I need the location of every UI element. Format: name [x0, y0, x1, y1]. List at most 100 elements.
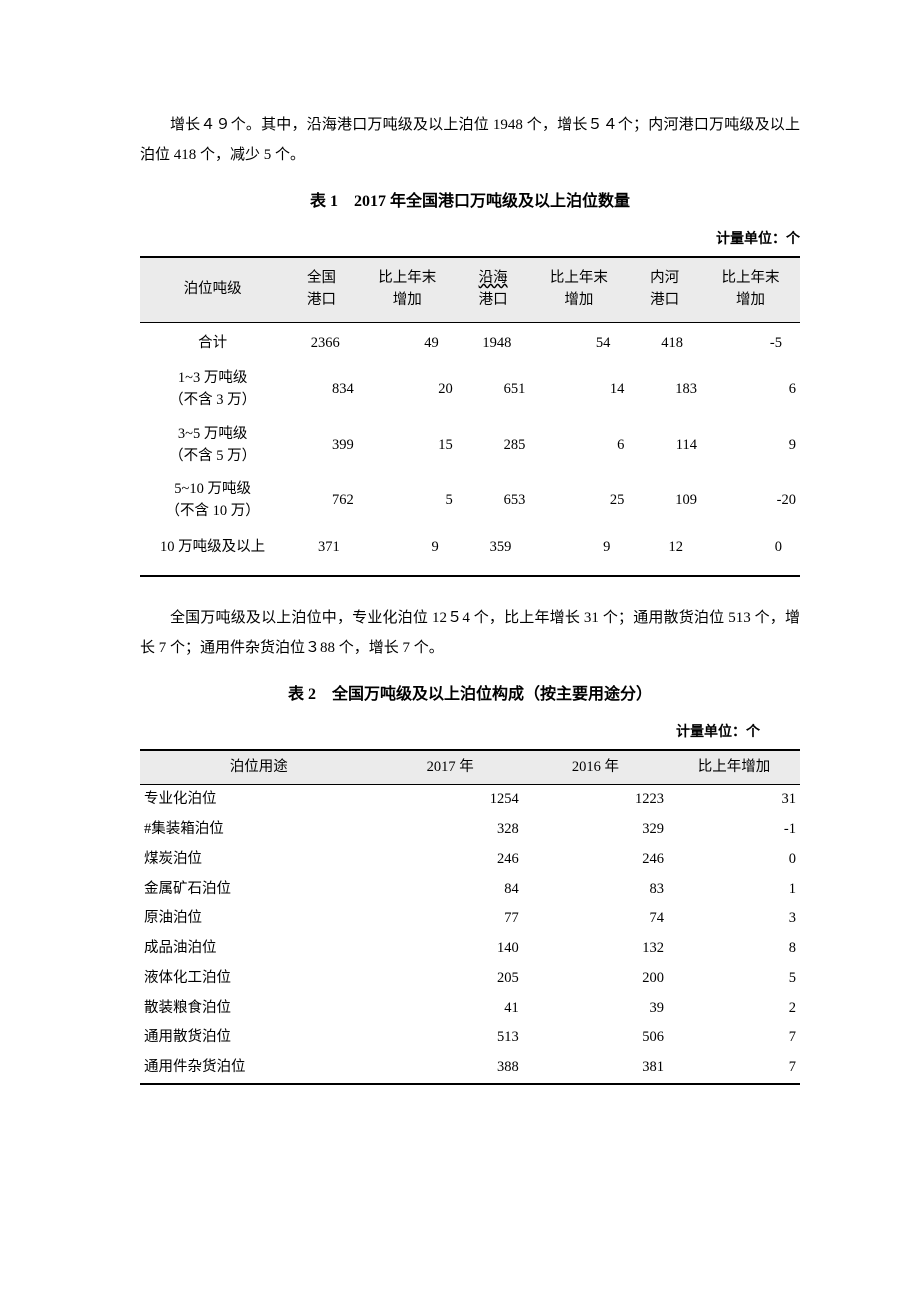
t2-cell: 74 — [523, 904, 668, 934]
intro-paragraph: 增长４９个。其中，沿海港口万吨级及以上泊位 1948 个，增长５４个；内河港口万… — [140, 110, 800, 170]
t1-cell: 49 — [358, 322, 457, 362]
t1-cell: 15 — [358, 418, 457, 474]
t1-cell: 20 — [358, 362, 457, 418]
table1-title: 表 1 2017 年全国港口万吨级及以上泊位数量 — [140, 186, 800, 218]
t2-h2: 2016 年 — [523, 750, 668, 785]
t1-cell: 0 — [701, 529, 800, 576]
t2-cell: -1 — [668, 815, 800, 845]
t1-cell: 359 — [457, 529, 530, 576]
t1-cell: 653 — [457, 473, 530, 529]
table2-unit: 计量单位：个 — [140, 719, 800, 747]
t1-h5: 内河港口 — [628, 257, 701, 322]
table-row: 合计236649194854418-5 — [140, 322, 800, 362]
t2-label: 专业化泊位 — [140, 785, 378, 815]
t1-cell: 183 — [628, 362, 701, 418]
t2-label: 液体化工泊位 — [140, 964, 378, 994]
t1-cell: 25 — [529, 473, 628, 529]
t2-cell: 1223 — [523, 785, 668, 815]
table-row: 专业化泊位1254122331 — [140, 785, 800, 815]
t1-cell: -20 — [701, 473, 800, 529]
t2-cell: 200 — [523, 964, 668, 994]
t1-label: 1~3 万吨级（不含 3 万） — [140, 362, 285, 418]
t2-cell: 8 — [668, 934, 800, 964]
t1-cell: 371 — [285, 529, 358, 576]
table1-header-row: 泊位吨级 全国港口 比上年末增加 沿海港口 比上年末增加 内河港口 比上年末增加 — [140, 257, 800, 322]
t1-cell: -5 — [701, 322, 800, 362]
table-row: 通用散货泊位5135067 — [140, 1023, 800, 1053]
t2-h0: 泊位用途 — [140, 750, 378, 785]
t1-cell: 762 — [285, 473, 358, 529]
table2-header-row: 泊位用途 2017 年 2016 年 比上年增加 — [140, 750, 800, 785]
table-row: 3~5 万吨级（不含 5 万）3991528561149 — [140, 418, 800, 474]
table1-unit: 计量单位：个 — [140, 226, 800, 254]
t1-cell: 399 — [285, 418, 358, 474]
t1-h1: 全国港口 — [285, 257, 358, 322]
t1-cell: 109 — [628, 473, 701, 529]
t2-cell: 0 — [668, 845, 800, 875]
t1-label: 5~10 万吨级（不含 10 万） — [140, 473, 285, 529]
t1-label: 10 万吨级及以上 — [140, 529, 285, 576]
table-row: 10 万吨级及以上37193599120 — [140, 529, 800, 576]
t2-cell: 205 — [378, 964, 523, 994]
table-row: 1~3 万吨级（不含 3 万）83420651141836 — [140, 362, 800, 418]
table-row: 成品油泊位1401328 — [140, 934, 800, 964]
table1: 泊位吨级 全国港口 比上年末增加 沿海港口 比上年末增加 内河港口 比上年末增加… — [140, 256, 800, 577]
t1-label: 合计 — [140, 322, 285, 362]
t2-cell: 246 — [523, 845, 668, 875]
t2-cell: 1 — [668, 875, 800, 905]
t1-cell: 9 — [701, 418, 800, 474]
t2-cell: 84 — [378, 875, 523, 905]
t1-cell: 6 — [701, 362, 800, 418]
table-row: 通用件杂货泊位3883817 — [140, 1053, 800, 1084]
table-row: 煤炭泊位2462460 — [140, 845, 800, 875]
t2-label: 成品油泊位 — [140, 934, 378, 964]
t2-cell: 329 — [523, 815, 668, 845]
t2-cell: 7 — [668, 1023, 800, 1053]
t2-cell: 77 — [378, 904, 523, 934]
t2-cell: 39 — [523, 994, 668, 1024]
t1-cell: 9 — [529, 529, 628, 576]
t1-cell: 651 — [457, 362, 530, 418]
t1-h6: 比上年末增加 — [701, 257, 800, 322]
t2-label: 金属矿石泊位 — [140, 875, 378, 905]
t2-cell: 41 — [378, 994, 523, 1024]
t1-cell: 5 — [358, 473, 457, 529]
table-row: 金属矿石泊位84831 — [140, 875, 800, 905]
t1-cell: 9 — [358, 529, 457, 576]
t2-cell: 506 — [523, 1023, 668, 1053]
table2: 泊位用途 2017 年 2016 年 比上年增加 专业化泊位1254122331… — [140, 749, 800, 1085]
table-row: 散装粮食泊位41392 — [140, 994, 800, 1024]
t1-h3: 沿海港口 — [457, 257, 530, 322]
t1-cell: 2366 — [285, 322, 358, 362]
table-row: #集装箱泊位328329-1 — [140, 815, 800, 845]
t2-cell: 2 — [668, 994, 800, 1024]
t2-cell: 513 — [378, 1023, 523, 1053]
t1-cell: 418 — [628, 322, 701, 362]
table-row: 原油泊位77743 — [140, 904, 800, 934]
t1-cell: 834 — [285, 362, 358, 418]
t1-cell: 1948 — [457, 322, 530, 362]
t2-label: 通用散货泊位 — [140, 1023, 378, 1053]
t2-cell: 7 — [668, 1053, 800, 1084]
t1-h0: 泊位吨级 — [140, 257, 285, 322]
table2-title: 表 2 全国万吨级及以上泊位构成（按主要用途分） — [140, 679, 800, 711]
t2-cell: 246 — [378, 845, 523, 875]
t2-label: 原油泊位 — [140, 904, 378, 934]
t2-cell: 1254 — [378, 785, 523, 815]
t2-cell: 388 — [378, 1053, 523, 1084]
t2-cell: 5 — [668, 964, 800, 994]
t2-cell: 328 — [378, 815, 523, 845]
table-row: 5~10 万吨级（不含 10 万）762565325109-20 — [140, 473, 800, 529]
t2-label: 通用件杂货泊位 — [140, 1053, 378, 1084]
t1-h4: 比上年末增加 — [529, 257, 628, 322]
t2-cell: 381 — [523, 1053, 668, 1084]
t2-h1: 2017 年 — [378, 750, 523, 785]
t1-label: 3~5 万吨级（不含 5 万） — [140, 418, 285, 474]
table-row: 液体化工泊位2052005 — [140, 964, 800, 994]
t2-cell: 132 — [523, 934, 668, 964]
t1-cell: 6 — [529, 418, 628, 474]
t2-cell: 31 — [668, 785, 800, 815]
t2-label: 煤炭泊位 — [140, 845, 378, 875]
t1-cell: 285 — [457, 418, 530, 474]
t2-label: 散装粮食泊位 — [140, 994, 378, 1024]
